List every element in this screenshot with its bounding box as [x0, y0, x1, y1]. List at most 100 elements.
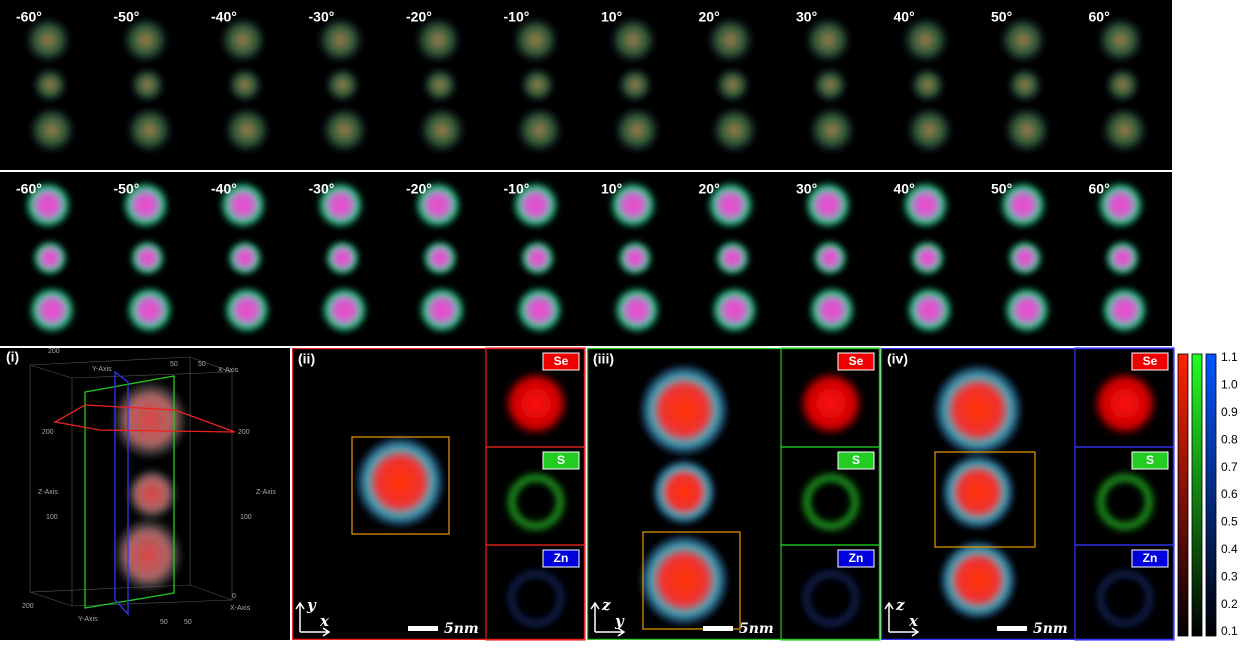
colorbar-label: 1.1: [1221, 350, 1238, 364]
panel-border: [586, 348, 880, 640]
channel-map: [1091, 369, 1159, 438]
eds-particle: [418, 106, 466, 154]
axis-arrows: [884, 601, 920, 637]
channel-map: [797, 369, 865, 438]
particle: [638, 532, 730, 628]
fused-particle: [905, 286, 954, 334]
fused-particle: [1100, 286, 1149, 334]
tilt-angle: 20°: [699, 9, 720, 25]
eds-particle: [905, 106, 954, 154]
eds-particle: [1104, 67, 1141, 103]
particle: [940, 452, 1016, 532]
channel-tag: [542, 549, 580, 568]
channel-tag: [1131, 352, 1169, 371]
channel-name: Zn: [554, 551, 569, 565]
fused-particle: [129, 240, 166, 276]
axis-annotation: 200: [22, 603, 34, 610]
axis-name: x: [319, 612, 330, 630]
eds-particle: [422, 67, 458, 103]
fused-particle: [316, 181, 365, 229]
eds-particle: [812, 67, 848, 103]
tilt-angle: -20°: [406, 9, 432, 25]
channel-name: S: [852, 453, 860, 467]
fused-particle: [714, 240, 751, 276]
eds-particle: [706, 16, 755, 64]
channel-name: Se: [849, 354, 864, 368]
tilt-angle: -60°: [16, 9, 42, 25]
panel-border: [880, 348, 1174, 640]
colorbar-label: 0.2: [1221, 597, 1238, 611]
channel-map: [502, 369, 570, 438]
volume-planes: [53, 370, 236, 616]
panel-label: (ii): [298, 351, 315, 367]
fused-particle: [422, 240, 458, 276]
eds-particle: [320, 106, 369, 154]
axis-annotation: Z-Axis: [256, 489, 276, 496]
eds-particle: [1007, 67, 1043, 103]
eds-particle: [1100, 106, 1149, 154]
axis-annotation: 100: [46, 514, 58, 521]
axis-annotation: 50: [198, 361, 206, 368]
axis-arrows: [590, 601, 626, 637]
particle: [638, 362, 730, 458]
channel-name: S: [557, 453, 565, 467]
fused-particle: [24, 181, 72, 229]
fused-particle: [909, 240, 946, 276]
fused-particle: [1007, 240, 1043, 276]
axis-arrows: [295, 601, 331, 637]
fused-particle: [28, 286, 76, 334]
eds-particle: [714, 67, 751, 103]
volume-particles: [112, 380, 188, 593]
tilt-angle: 10°: [601, 9, 622, 25]
particle: [651, 458, 717, 526]
fused-particle: [32, 240, 68, 276]
eds-particle: [129, 67, 166, 103]
axis-annotation: 100: [240, 514, 252, 521]
fused-row-bg: [0, 172, 1172, 346]
tilt-angle: 60°: [1089, 9, 1110, 25]
channel-tag: [837, 352, 875, 371]
axis-annotation: X-Axis: [218, 367, 239, 374]
axis-annotation: 200: [42, 429, 54, 436]
eds-particle: [316, 16, 365, 64]
fused-particle: [609, 181, 657, 229]
eds-particle: [511, 16, 560, 64]
axis-annotation: Y-Axis: [78, 616, 98, 623]
scale-bar: [703, 626, 733, 631]
axis-name: z: [601, 596, 611, 614]
eds-particle: [901, 16, 950, 64]
colorbar-label: 0.9: [1221, 405, 1238, 419]
eds-particle: [28, 106, 76, 154]
fused-particle: [901, 181, 950, 229]
colorbar-label: 1.0: [1221, 378, 1238, 392]
fused-particle: [121, 181, 170, 229]
axis-annotation: Z-Axis: [38, 489, 58, 496]
tilt-angle: 30°: [796, 181, 817, 197]
colorbar-label: 0.7: [1221, 460, 1238, 474]
colorbar-label: 0.8: [1221, 432, 1238, 446]
axis-annotation: 0: [232, 593, 236, 600]
colorbar: 1.1 1.0 0.9 0.8 0.7 0.6 0.5 0.4 0.3 0.2 0.1: [1177, 350, 1238, 638]
axis-name: z: [895, 596, 905, 614]
channel-tag: [837, 451, 875, 470]
eds-particle: [125, 106, 174, 154]
fused-particle: [320, 286, 369, 334]
channel-tag: [542, 352, 580, 371]
tilt-angle: -10°: [504, 181, 530, 197]
colorbar-label: 0.4: [1221, 542, 1238, 556]
eds-row-bg: [0, 0, 1172, 170]
fused-particle: [1104, 240, 1141, 276]
axis-annotation: 50: [184, 619, 192, 626]
eds-particle: [613, 106, 661, 154]
fused-particle: [808, 286, 856, 334]
colorbar-label: 0.1: [1221, 624, 1238, 638]
axis-name: y: [306, 596, 317, 614]
tilt-angle: -60°: [16, 181, 42, 197]
fused-particle: [1096, 181, 1145, 229]
panel-border: [292, 348, 585, 640]
channel-map: [1091, 468, 1159, 536]
fused-particle: [515, 286, 564, 334]
channel-map: [502, 564, 570, 633]
